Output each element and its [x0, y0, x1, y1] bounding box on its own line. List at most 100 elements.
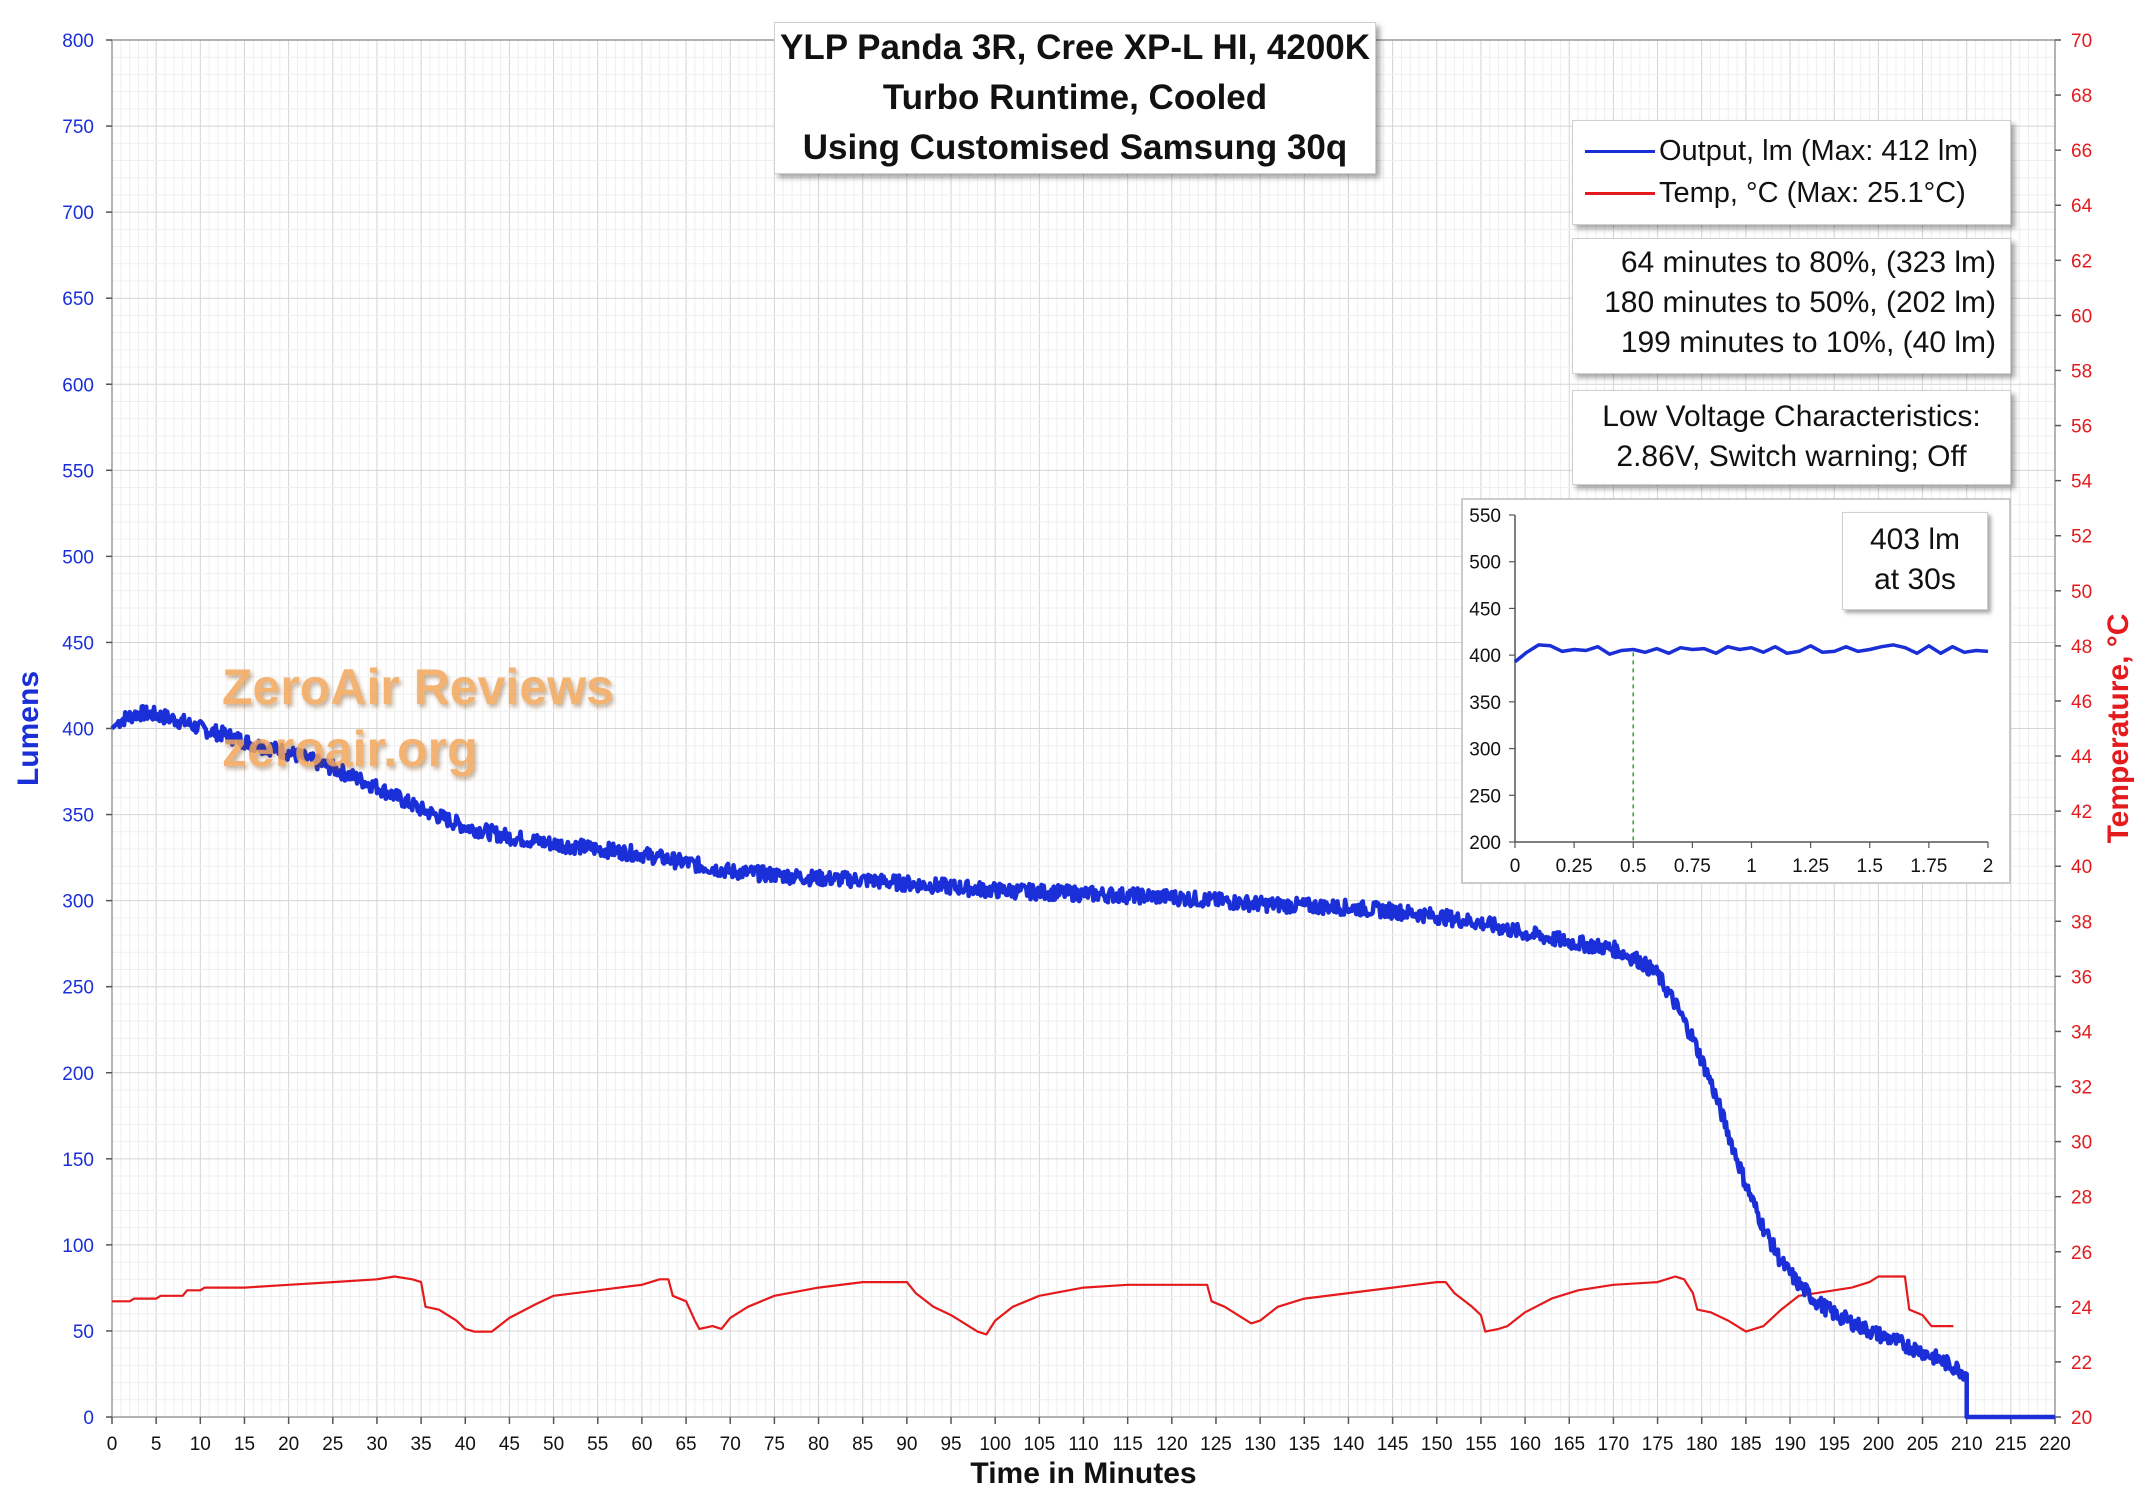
output-line	[110, 703, 2057, 1420]
y-tick-label: 300	[62, 892, 94, 913]
x-tick-label: 10	[190, 1434, 211, 1455]
x-tick-label: 0	[107, 1434, 118, 1455]
legend-label-output: Output, lm (Max: 412 lm)	[1659, 134, 1979, 167]
x-tick-label: 100	[979, 1434, 1011, 1455]
x-tick-label: 195	[1818, 1434, 1850, 1455]
inset-y-tick-label: 550	[1469, 506, 1501, 527]
y-tick-label: 700	[62, 203, 94, 224]
x-tick-label: 115	[1113, 1434, 1143, 1455]
x-tick-label: 145	[1377, 1434, 1409, 1455]
x-tick-label: 185	[1730, 1434, 1762, 1455]
y2-tick-label: 28	[2071, 1188, 2092, 1209]
x-tick-label: 70	[720, 1434, 741, 1455]
y-tick-label: 150	[62, 1150, 94, 1171]
x-tick-label: 130	[1244, 1434, 1276, 1455]
title-line-1: YLP Panda 3R, Cree XP-L HI, 4200K	[779, 28, 1371, 67]
x-tick-label: 15	[234, 1434, 255, 1455]
y2-tick-label: 34	[2071, 1022, 2093, 1043]
x-tick-label: 135	[1288, 1434, 1320, 1455]
x-tick-label: 220	[2039, 1434, 2071, 1455]
y2-tick-label: 38	[2071, 912, 2092, 933]
x-tick-label: 85	[852, 1434, 873, 1455]
y-tick-label: 350	[62, 806, 94, 827]
x-tick-label: 20	[278, 1434, 299, 1455]
x-tick-label: 140	[1333, 1434, 1365, 1455]
y-tick-label: 0	[83, 1408, 94, 1429]
y2-tick-label: 46	[2071, 692, 2092, 713]
x-tick-label: 210	[1951, 1434, 1983, 1455]
x-tick-label: 35	[411, 1434, 432, 1455]
x-tick-label: 150	[1421, 1434, 1453, 1455]
x-tick-label: 105	[1023, 1434, 1055, 1455]
x-tick-label: 205	[1907, 1434, 1939, 1455]
low-voltage-box: Low Voltage Characteristics: 2.86V, Swit…	[1572, 390, 2011, 485]
x-tick-label: 65	[675, 1434, 696, 1455]
inset-y-tick-label: 300	[1469, 740, 1501, 761]
inset-x-tick-label: 0	[1510, 856, 1521, 877]
inset-y-tick-label: 200	[1469, 833, 1501, 854]
x-tick-label: 55	[587, 1434, 608, 1455]
y2-tick-label: 48	[2071, 637, 2092, 658]
y2-tick-label: 58	[2071, 361, 2092, 382]
x-tick-label: 60	[631, 1434, 652, 1455]
x-tick-label: 180	[1686, 1434, 1718, 1455]
x-tick-label: 190	[1774, 1434, 1806, 1455]
x-tick-label: 120	[1156, 1434, 1188, 1455]
y2-tick-label: 42	[2071, 802, 2092, 823]
inset-y-tick-label: 500	[1469, 553, 1501, 574]
temperature-line	[112, 1275, 1954, 1336]
y2-tick-label: 56	[2071, 417, 2092, 438]
y-tick-label: 500	[62, 547, 94, 568]
inset-note: 403 lm at 30s	[1842, 512, 1988, 610]
title-line-2: Turbo Runtime, Cooled	[882, 78, 1268, 117]
y2-tick-label: 32	[2071, 1078, 2092, 1099]
x-tick-label: 200	[1863, 1434, 1895, 1455]
stat-10: 199 minutes to 10%, (40 lm)	[1620, 326, 1996, 359]
inset-x-tick-label: 2	[1983, 856, 1994, 877]
inset-note-value: 403 lm	[1869, 523, 1961, 556]
inset-x-tick-label: 1.75	[1910, 856, 1947, 877]
x-tick-label: 90	[896, 1434, 917, 1455]
x-tick-label: 45	[499, 1434, 520, 1455]
low-voltage-detail: 2.86V, Switch warning; Off	[1616, 440, 1967, 473]
y2-tick-label: 44	[2071, 747, 2093, 768]
inset-x-tick-label: 1.5	[1857, 856, 1883, 877]
y2-tick-label: 60	[2071, 306, 2092, 327]
y-tick-label: 550	[62, 461, 94, 482]
x-tick-label: 155	[1465, 1434, 1497, 1455]
title-line-3: Using Customised Samsung 30q	[802, 128, 1348, 167]
x-tick-label: 50	[543, 1434, 564, 1455]
y-axis-title: Lumens	[12, 671, 45, 786]
legend-item-temp: Temp, °C (Max: 25.1°C)	[1585, 173, 1966, 213]
x-tick-label: 5	[151, 1434, 162, 1455]
x-tick-label: 95	[940, 1434, 961, 1455]
y-tick-label: 100	[62, 1236, 94, 1257]
legend-item-output: Output, lm (Max: 412 lm)	[1585, 131, 1978, 171]
y2-tick-label: 24	[2071, 1298, 2093, 1319]
y-tick-label: 650	[62, 289, 94, 310]
inset-x-tick-label: 0.25	[1556, 856, 1593, 877]
inset-note-time: at 30s	[1874, 563, 1956, 596]
y-tick-label: 800	[62, 31, 94, 52]
y2-tick-label: 30	[2071, 1133, 2092, 1154]
y-tick-label: 50	[73, 1322, 94, 1343]
y2-tick-label: 64	[2071, 196, 2093, 217]
legend-swatch-output	[1585, 149, 1655, 153]
x-tick-label: 165	[1553, 1434, 1585, 1455]
x-tick-label: 215	[1995, 1434, 2027, 1455]
y-tick-label: 200	[62, 1064, 94, 1085]
inset-y-tick-label: 450	[1469, 599, 1501, 620]
y2-tick-label: 66	[2071, 141, 2092, 162]
legend-label-temp: Temp, °C (Max: 25.1°C)	[1659, 176, 1966, 209]
inset-y-tick-label: 400	[1469, 646, 1501, 667]
watermark-title: ZeroAir Reviews	[222, 659, 614, 715]
legend-swatch-temp	[1585, 191, 1655, 195]
y2-tick-label: 50	[2071, 582, 2092, 603]
y-tick-label: 750	[62, 117, 94, 138]
x-tick-label: 110	[1068, 1434, 1098, 1455]
x-tick-label: 40	[455, 1434, 476, 1455]
y2-tick-label: 68	[2071, 86, 2092, 107]
y2-tick-label: 36	[2071, 967, 2092, 988]
inset-x-tick-label: 1	[1746, 856, 1757, 877]
